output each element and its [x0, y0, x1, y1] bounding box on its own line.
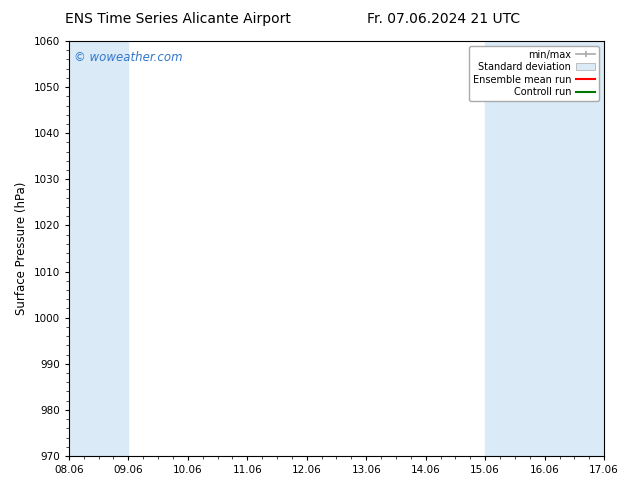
Bar	[69, 41, 128, 456]
Text: © woweather.com: © woweather.com	[74, 51, 183, 64]
Y-axis label: Surface Pressure (hPa): Surface Pressure (hPa)	[15, 182, 28, 315]
Legend: min/max, Standard deviation, Ensemble mean run, Controll run: min/max, Standard deviation, Ensemble me…	[469, 46, 599, 101]
Bar	[485, 41, 545, 456]
Text: Fr. 07.06.2024 21 UTC: Fr. 07.06.2024 21 UTC	[367, 12, 521, 26]
Text: ENS Time Series Alicante Airport: ENS Time Series Alicante Airport	[65, 12, 290, 26]
Bar	[545, 41, 604, 456]
